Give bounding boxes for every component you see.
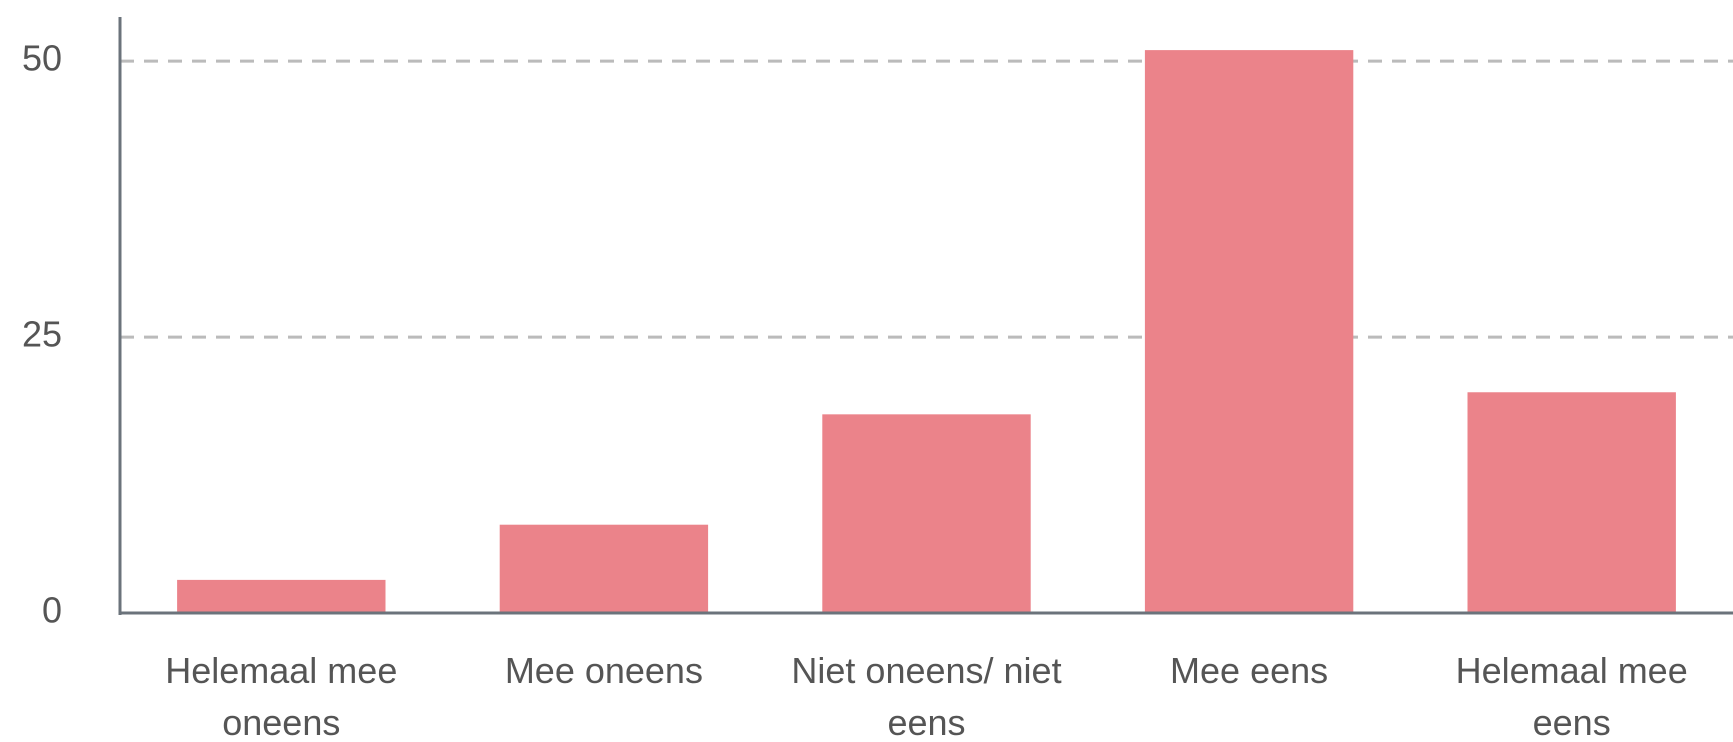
y-tick-label: 25 xyxy=(22,314,62,355)
y-tick-label: 50 xyxy=(22,38,62,79)
x-tick-label: Helemaal mee oneens xyxy=(165,650,398,742)
x-tick-label: Mee eens xyxy=(1170,650,1329,691)
x-tick-label: Mee oneens xyxy=(504,650,703,691)
bar xyxy=(1144,50,1354,614)
bar xyxy=(499,524,709,613)
x-tick-label: Niet oneens/ niet eens xyxy=(791,650,1062,742)
y-tick-label: 0 xyxy=(42,590,62,631)
x-tick-label: Helemaal mee eens xyxy=(1455,650,1688,742)
bar xyxy=(822,414,1031,613)
bar xyxy=(177,579,386,613)
bar xyxy=(1467,392,1676,613)
